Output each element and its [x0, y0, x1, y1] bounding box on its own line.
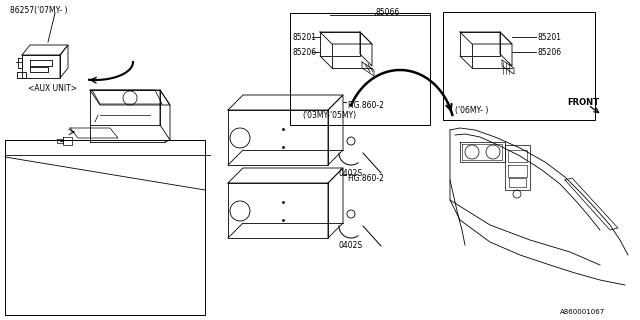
Text: <AUX UNIT>: <AUX UNIT> [28, 84, 77, 92]
Text: 85206: 85206 [292, 47, 316, 57]
Text: ('06MY- ): ('06MY- ) [455, 106, 488, 115]
Text: FIG.860-2: FIG.860-2 [347, 100, 384, 109]
Text: 85201: 85201 [538, 33, 562, 42]
Text: FRONT: FRONT [567, 98, 599, 107]
Text: 0402S: 0402S [338, 169, 362, 178]
Text: 86257('07MY- ): 86257('07MY- ) [10, 5, 67, 14]
Text: 85206: 85206 [538, 47, 562, 57]
Bar [5, 140, 205, 315]
Text: 85066: 85066 [375, 7, 399, 17]
Text: FIG.860-2: FIG.860-2 [347, 173, 384, 182]
Text: A860001067: A860001067 [560, 309, 605, 315]
Text: ('03MY-'05MY): ('03MY-'05MY) [302, 110, 356, 119]
Text: 0402S: 0402S [338, 242, 362, 251]
Bar [290, 13, 430, 125]
Text: 85201: 85201 [292, 33, 316, 42]
Bar [443, 12, 595, 120]
